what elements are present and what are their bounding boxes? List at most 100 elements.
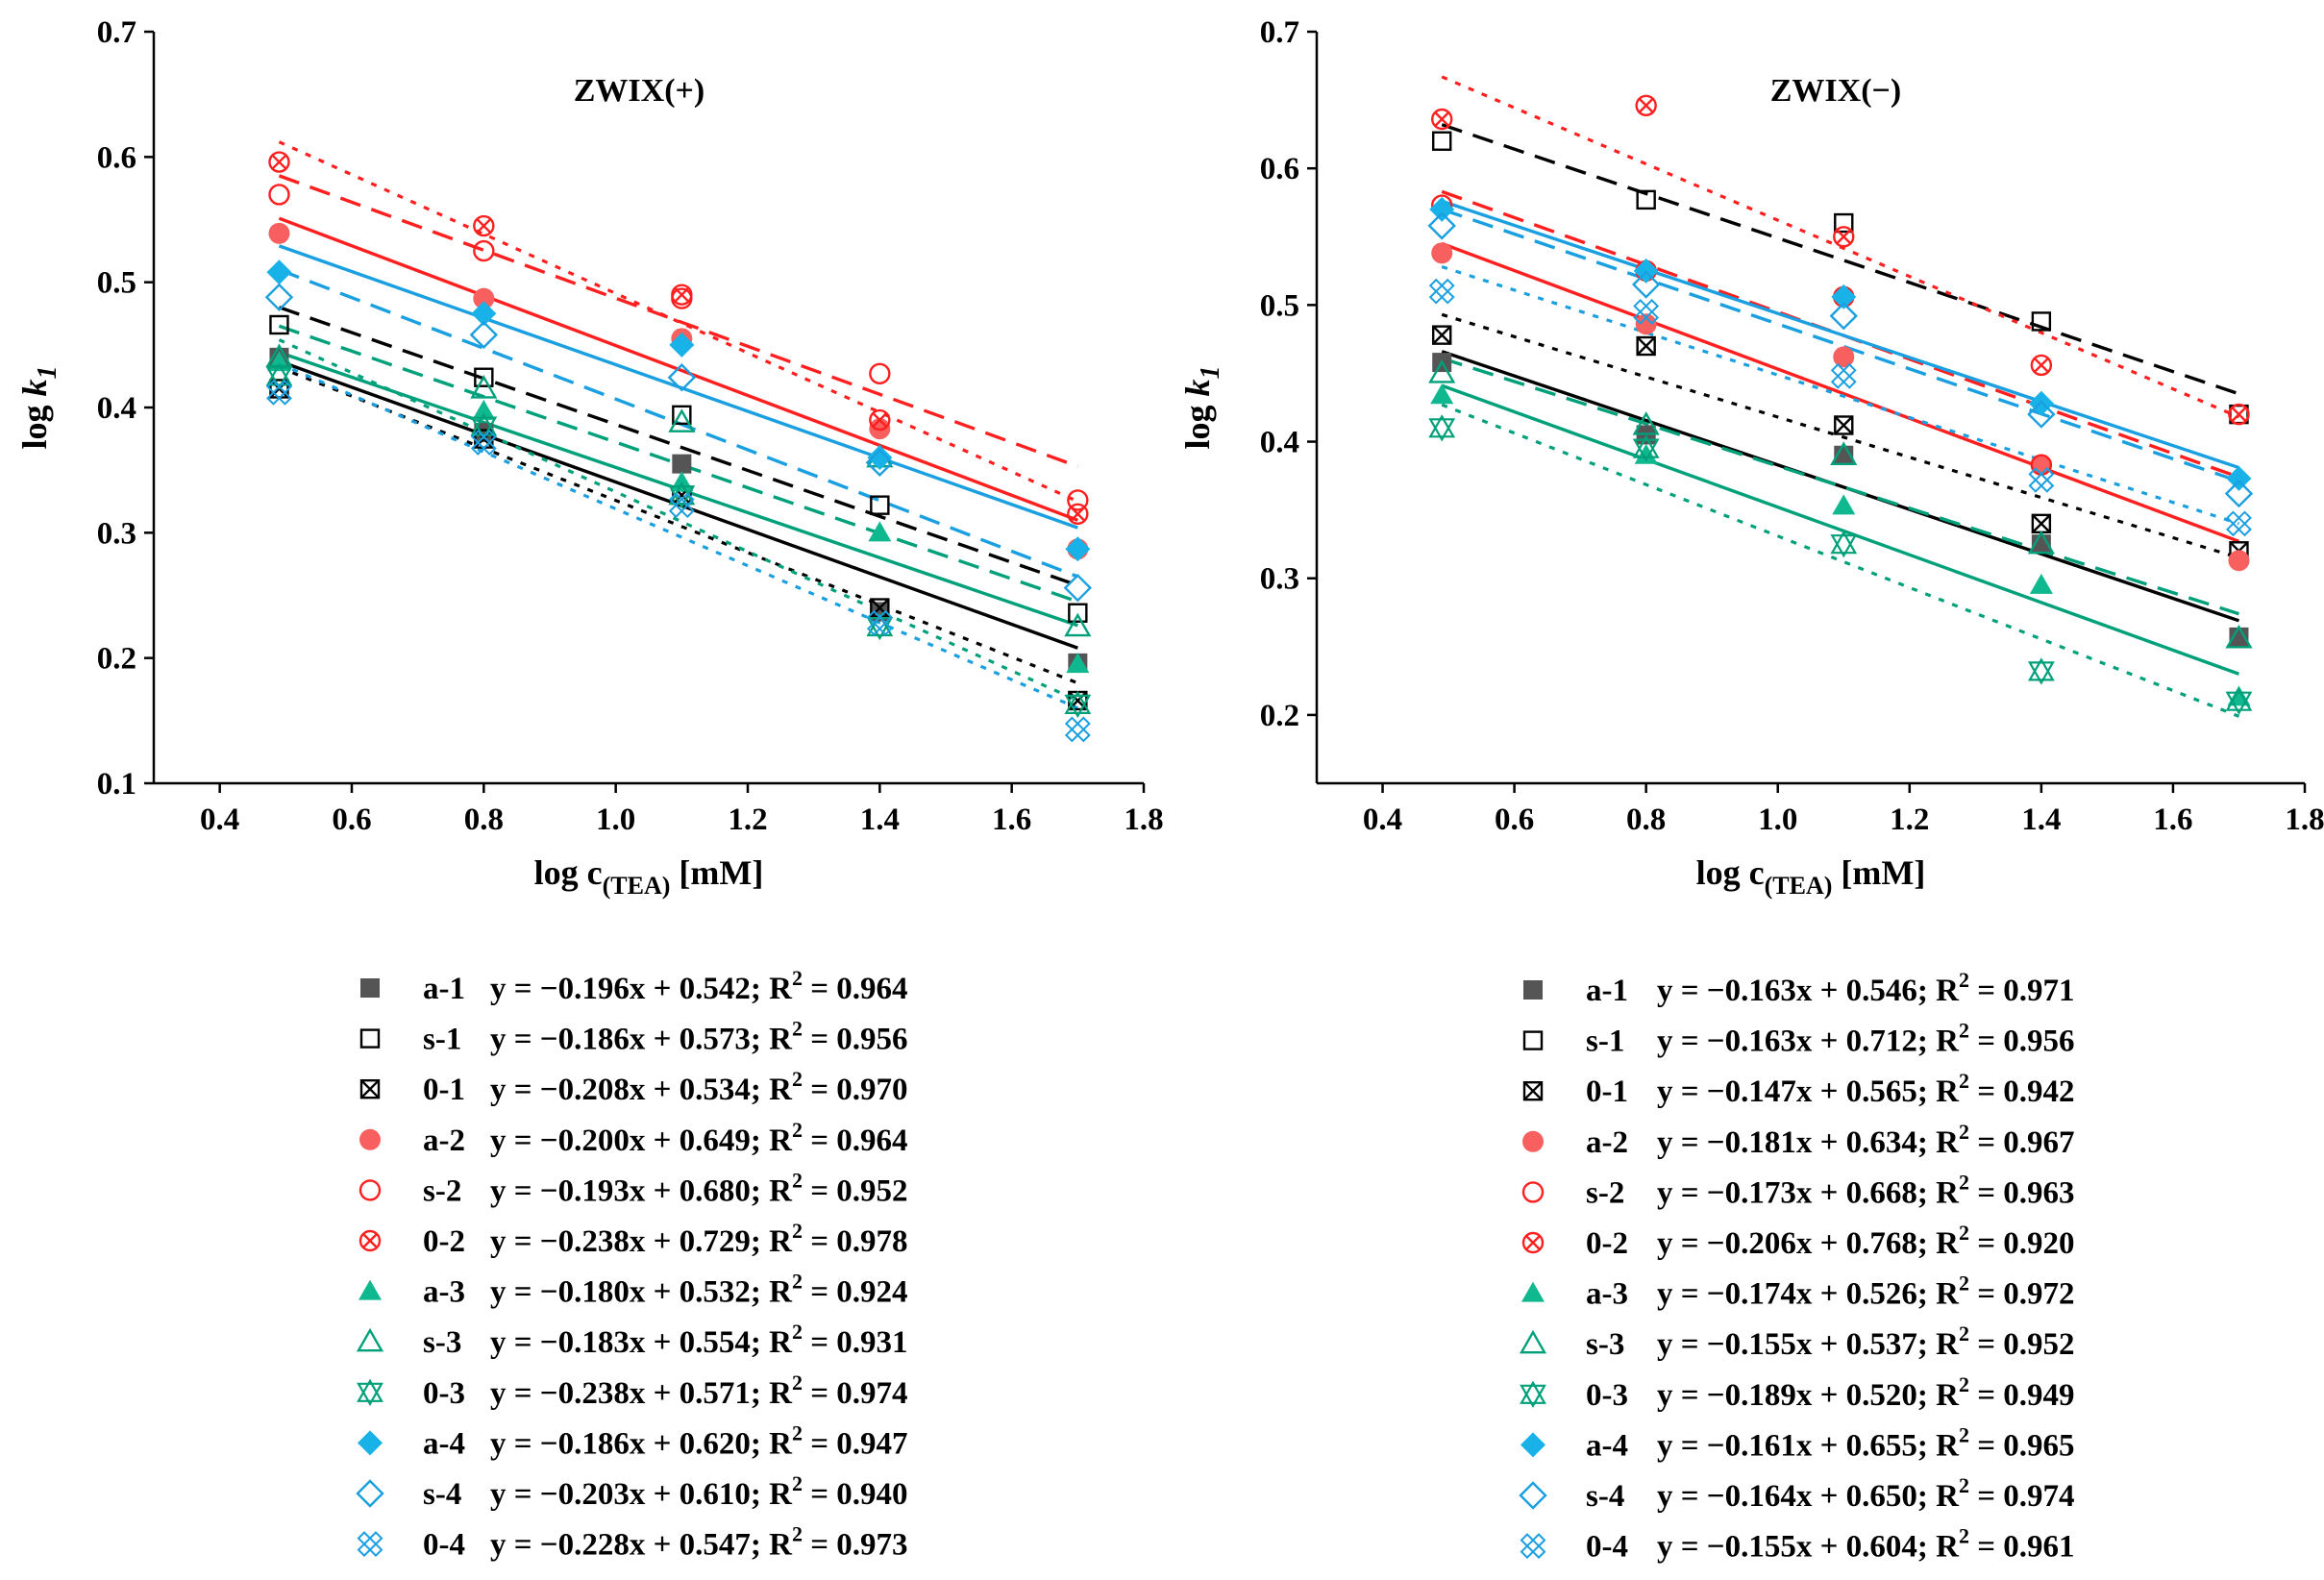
x-tick-label: 1.2 xyxy=(1890,802,1929,837)
legend-label: a-2 xyxy=(1586,1125,1628,1160)
legend-row-0-2: 0-2 y = −0.206x + 0.768; R2 = 0.920 xyxy=(1521,1221,2075,1261)
legend-equation-sup: 2 xyxy=(792,1370,803,1395)
data-point-a-1 xyxy=(2229,627,2249,647)
legend-equation-r2: = 0.972 xyxy=(1969,1277,2075,1312)
legend-equation-text: y = −0.208x + 0.534; R xyxy=(490,1073,793,1107)
x-tick-label: 0.6 xyxy=(1495,802,1534,837)
legend-row-a-4: a-4 y = −0.186x + 0.620; R2 = 0.947 xyxy=(358,1420,908,1461)
x-tick-label: 1.2 xyxy=(728,802,767,837)
legend-label: 0-1 xyxy=(423,1073,465,1107)
legend-row-0-2: 0-2 y = −0.238x + 0.729; R2 = 0.978 xyxy=(358,1219,908,1259)
legend-equation-r2: = 0.931 xyxy=(803,1325,908,1360)
legend-marker-s-4 xyxy=(356,1479,384,1508)
legend-equation-text: y = −0.163x + 0.712; R xyxy=(1657,1025,1960,1059)
legend-equation-r2: = 0.956 xyxy=(803,1023,908,1057)
x-tick-label: 1.6 xyxy=(992,802,1031,837)
legend-row-s-1: s-1 y = −0.186x + 0.573; R2 = 0.956 xyxy=(359,1017,908,1057)
x-axis-title-unit: [mM] xyxy=(1832,853,1925,892)
x-tick-label: 1.4 xyxy=(860,802,900,837)
y-tick-label: 0.3 xyxy=(97,516,136,551)
y-tick-label: 0.4 xyxy=(97,391,136,426)
x-tick-label: 1.6 xyxy=(2153,802,2192,837)
legend-equation: y = −0.180x + 0.532; R2 = 0.924 xyxy=(490,1270,908,1310)
data-point-s-4 xyxy=(667,363,697,392)
legend-row-a-1: a-1 y = −0.163x + 0.546; R2 = 0.971 xyxy=(1523,968,2075,1008)
fit-line-0-4 xyxy=(1441,265,2239,526)
legend-label: 0-1 xyxy=(1586,1074,1628,1109)
data-point-a-4 xyxy=(867,445,893,471)
y-tick-label: 0.7 xyxy=(1260,15,1299,50)
data-point-0-4 xyxy=(1428,278,1455,305)
data-point-s-1 xyxy=(1834,212,1854,234)
legend-equation-text: y = −0.200x + 0.649; R xyxy=(490,1123,793,1158)
legend-marker-0-2 xyxy=(358,1229,382,1252)
data-point-a-4 xyxy=(1065,536,1091,562)
data-point-0-3 xyxy=(470,412,498,440)
legend-equation-sup: 2 xyxy=(792,1219,803,1243)
legend-marker-s-1 xyxy=(1522,1030,1544,1050)
legend-equation-r2: = 0.965 xyxy=(1969,1428,2075,1463)
data-point-s-1 xyxy=(1636,189,1656,210)
data-point-0-2 xyxy=(869,408,891,432)
legend-marker-s-1 xyxy=(359,1028,381,1049)
x-axis-title-main: log c xyxy=(1696,853,1765,892)
data-point-0-2 xyxy=(1635,94,1657,116)
data-point-0-3 xyxy=(1428,414,1456,442)
data-point-0-4 xyxy=(1830,362,1857,389)
data-point-s-4 xyxy=(1427,211,1456,240)
chart-title: ZWIX(−) xyxy=(1770,73,1901,109)
legend-equation: y = −0.163x + 0.546; R2 = 0.971 xyxy=(1657,968,2075,1008)
legend-equation-text: y = −0.161x + 0.655; R xyxy=(1657,1428,1960,1463)
data-point-a-3 xyxy=(1634,443,1658,464)
legend-label: s-4 xyxy=(1586,1479,1624,1514)
legend-equation-r2: = 0.947 xyxy=(803,1426,908,1461)
legend-equation-r2: = 0.970 xyxy=(803,1073,908,1107)
data-point-s-4 xyxy=(2027,400,2056,429)
legend-equation: y = −0.164x + 0.650; R2 = 0.974 xyxy=(1657,1473,2075,1514)
data-point-0-1 xyxy=(2031,513,2052,534)
legend-marker-a-4 xyxy=(1520,1432,1545,1458)
data-point-0-4 xyxy=(1064,716,1091,743)
data-point-a-2 xyxy=(1833,346,1855,368)
legend-equation-r2: = 0.974 xyxy=(1969,1479,2075,1514)
data-point-s-1 xyxy=(2031,311,2052,332)
legend-equation-text: y = −0.186x + 0.573; R xyxy=(490,1023,793,1057)
legend-row-0-3: 0-3 y = −0.189x + 0.520; R2 = 0.949 xyxy=(1520,1372,2075,1413)
legend-equation-text: y = −0.164x + 0.650; R xyxy=(1657,1479,1960,1514)
data-point-s-3 xyxy=(470,375,498,399)
data-point-0-1 xyxy=(1834,415,1854,435)
data-point-s-3 xyxy=(2225,624,2253,649)
data-point-s-2 xyxy=(1067,489,1089,511)
x-axis-title: log c(TEA) [mM] xyxy=(534,853,764,900)
legend-equation-text: y = −0.173x + 0.668; R xyxy=(1657,1175,1960,1210)
x-tick-label: 1.4 xyxy=(2021,802,2061,837)
legend-label: a-3 xyxy=(423,1275,465,1310)
legend-equation-r2: = 0.978 xyxy=(803,1224,908,1259)
legend-equation-sup: 2 xyxy=(792,1471,803,1495)
legend-label: 0-4 xyxy=(423,1528,465,1563)
x-axis-title-main: log c xyxy=(534,853,603,892)
legend-marker-0-3 xyxy=(1520,1380,1546,1409)
legend-label: s-3 xyxy=(423,1325,461,1360)
legend-equation-text: y = −0.155x + 0.537; R xyxy=(1657,1327,1960,1362)
legend-equation-sup: 2 xyxy=(792,1168,803,1192)
legend-label: a-4 xyxy=(1586,1428,1628,1463)
legend-equation: y = −0.163x + 0.712; R2 = 0.956 xyxy=(1657,1019,2075,1059)
legend-equation-sup: 2 xyxy=(792,1017,803,1041)
data-point-0-4 xyxy=(2028,466,2055,493)
legend-equation-r2: = 0.974 xyxy=(803,1376,908,1411)
legend-row-s-3: s-3 y = −0.183x + 0.554; R2 = 0.931 xyxy=(356,1320,908,1360)
legend-equation-text: y = −0.180x + 0.532; R xyxy=(490,1275,793,1310)
series-a-1 xyxy=(269,347,1088,673)
data-point-s-4 xyxy=(469,320,499,350)
data-point-a-4 xyxy=(1831,284,1857,309)
data-point-a-3 xyxy=(2029,573,2053,594)
legend-equation: y = −0.196x + 0.542; R2 = 0.964 xyxy=(490,966,908,1006)
legend-equation-text: y = −0.189x + 0.520; R xyxy=(1657,1378,1960,1413)
data-point-0-2 xyxy=(473,214,495,237)
legend-label: a-2 xyxy=(423,1123,465,1158)
legend-equation-text: y = −0.238x + 0.729; R xyxy=(490,1224,793,1259)
legend-row-s-3: s-3 y = −0.155x + 0.537; R2 = 0.952 xyxy=(1519,1321,2075,1362)
y-axis-title-main: log xyxy=(15,396,54,449)
